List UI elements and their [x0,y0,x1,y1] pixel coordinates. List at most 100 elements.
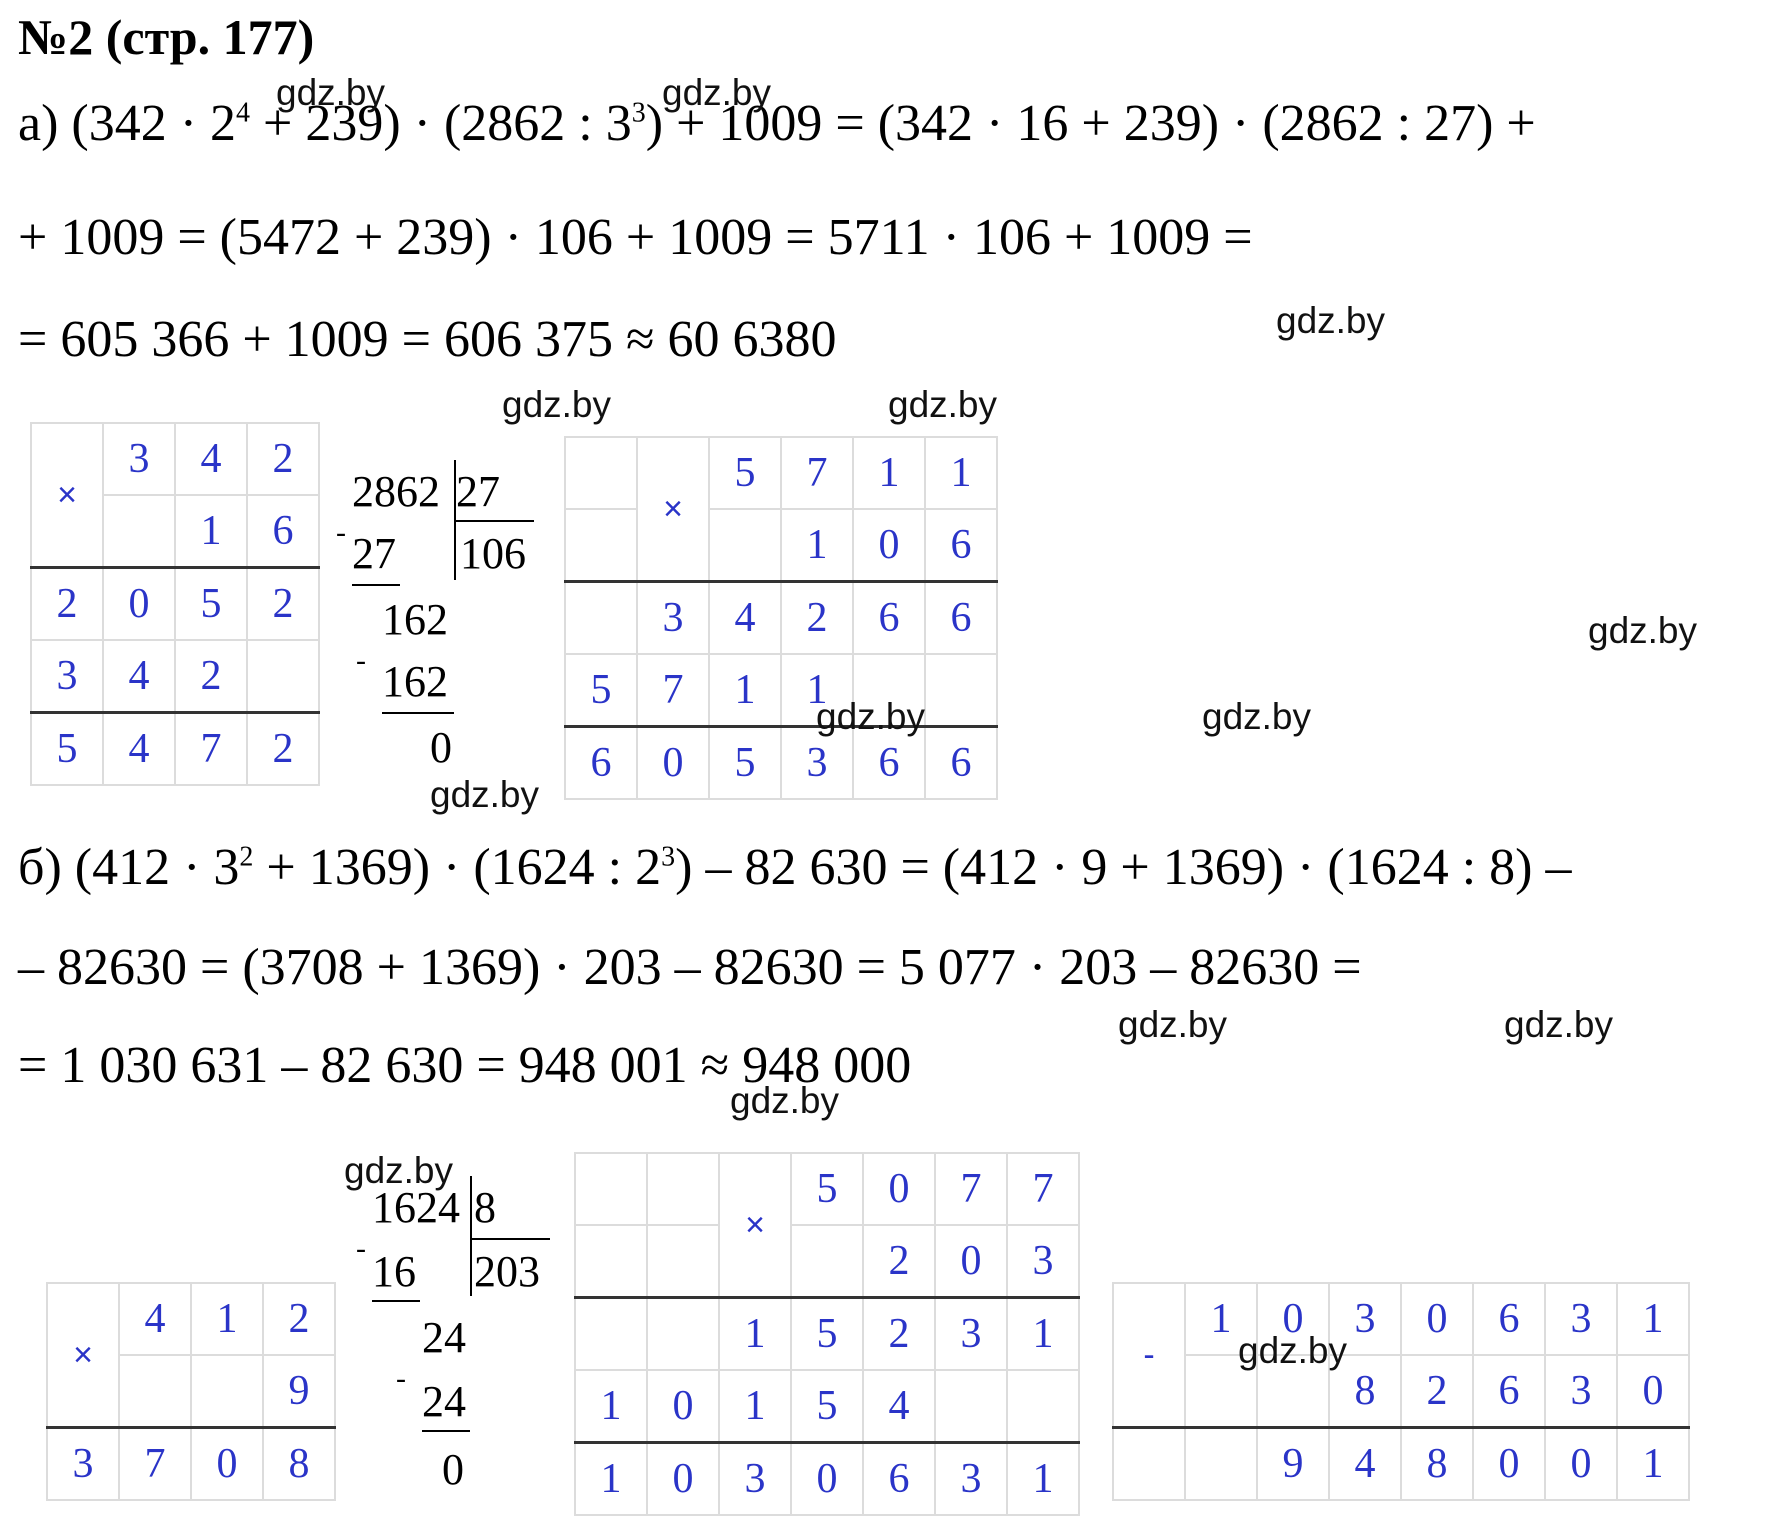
digit-cell: 5 [790,1296,864,1371]
watermark: gdz.by [816,696,926,737]
digit-cell: 4 [174,422,248,496]
digit-cell: 1 [924,436,998,510]
digit-cell: 3 [1544,1282,1618,1356]
multiply-sign: × [46,1282,120,1429]
digit-cell: 3 [934,1296,1008,1371]
digit-cell: 1 [1616,1426,1690,1501]
part-b-multiplication-412x9: × 4 1 2 9 3 7 0 8 [46,1282,336,1501]
dividend: 1624 [372,1183,460,1232]
digit-cell [118,1354,192,1429]
part-b-long-division: 1624 8 203 - 16 24 - 24 0 [356,1176,576,1496]
watermark: gdz.by [344,1150,454,1191]
digit-cell: 0 [934,1224,1008,1299]
remainder-1: 162 [382,595,448,644]
multiply-sign: × [636,436,710,583]
minus-sign: - [396,1362,406,1395]
digit-cell: 3 [1544,1354,1618,1429]
digit-cell: 0 [790,1441,864,1516]
digit-cell: 1 [780,653,854,728]
digit-cell: 2 [862,1224,936,1299]
watermark: gdz.by [502,384,612,425]
digit-cell: 4 [862,1369,936,1444]
digit-cell [708,508,782,583]
subtrahend-2: 24 [422,1377,466,1426]
digit-cell: 5 [174,566,248,641]
digit-cell: 0 [1544,1426,1618,1501]
part-b-line-2: – 82630 = (3708 + 1369) · 203 – 82630 = … [18,939,1362,996]
digit-cell: 4 [102,711,176,786]
watermark: gdz.by [1504,1004,1614,1045]
digit-cell: 0 [636,725,710,800]
digit-cell: 1 [574,1441,648,1516]
digit-cell [646,1152,720,1226]
digit-cell: 5 [708,725,782,800]
digit-cell: 2 [30,566,104,641]
digit-cell: 5 [708,436,782,510]
digit-cell [246,639,320,714]
quotient: 203 [474,1247,540,1296]
subtrahend-2: 162 [382,657,448,706]
watermark: gdz.by [1588,610,1698,651]
watermark: gdz.by [1118,1004,1228,1045]
digit-cell: 6 [924,725,998,800]
digit-cell: 2 [246,711,320,786]
digit-cell: 6 [924,508,998,583]
digit-cell: 3 [718,1441,792,1516]
subtrahend-1: 16 [372,1247,416,1296]
digit-cell: 0 [190,1426,264,1501]
digit-cell: 0 [646,1441,720,1516]
watermark: gdz.by [1202,696,1312,737]
part-a-line-1: а) (342 · 24 + 239) · (2862 : 33) + 1009… [18,95,1536,152]
digit-cell: 4 [102,639,176,714]
digit-cell: 9 [1256,1426,1330,1501]
digit-cell [564,436,638,510]
digit-cell: 1 [718,1296,792,1371]
digit-cell: 1 [1184,1282,1258,1356]
part-a-line-2: + 1009 = (5472 + 239) · 106 + 1009 = 571… [18,209,1253,266]
part-a-long-division: 2862 27 106 - 27 162 - 162 0 [330,460,550,780]
digit-cell: 0 [102,566,176,641]
minus-sign: - [356,1232,366,1265]
multiply-sign: × [30,422,104,569]
digit-cell: 5 [30,711,104,786]
digit-cell: 4 [118,1282,192,1356]
digit-cell: 4 [1328,1426,1402,1501]
digit-cell: 9 [262,1354,336,1429]
digit-cell [564,580,638,655]
watermark: gdz.by [662,72,772,113]
minus-sign: - [1112,1282,1186,1429]
digit-cell [790,1224,864,1299]
digit-cell: 1 [174,494,248,569]
watermark: gdz.by [888,384,998,425]
digit-cell: 6 [1472,1282,1546,1356]
digit-cell: 1 [574,1369,648,1444]
dividend: 2862 [352,467,440,516]
page-title: №2 (стр. 177) [18,9,315,65]
digit-cell: 3 [636,580,710,655]
digit-cell: 1 [190,1282,264,1356]
digit-cell: 1 [1616,1282,1690,1356]
watermark: gdz.by [730,1080,840,1121]
digit-cell [1184,1354,1258,1429]
digit-cell: 2 [246,566,320,641]
digit-cell: 7 [780,436,854,510]
digit-cell: 0 [1616,1354,1690,1429]
digit-cell: 1 [780,508,854,583]
digit-cell: 7 [118,1426,192,1501]
part-b-line-3: = 1 030 631 – 82 630 = 948 001 ≈ 948 000 [18,1037,912,1094]
digit-cell: 7 [174,711,248,786]
minus-sign: - [356,644,366,677]
digit-cell: 3 [934,1441,1008,1516]
digit-cell: 6 [852,580,926,655]
part-a-multiplication-5711x106: × 5 7 1 1 1 0 6 3 4 2 6 6 5 7 1 1 6 0 5 … [564,436,998,800]
watermark: gdz.by [1276,300,1386,341]
multiply-sign: × [718,1152,792,1299]
digit-cell [574,1296,648,1371]
digit-cell [924,653,998,728]
digit-cell: 2 [1400,1354,1474,1429]
digit-cell: 3 [46,1426,120,1501]
minus-sign: - [336,516,346,549]
digit-cell: 2 [174,639,248,714]
digit-cell: 1 [1006,1441,1080,1516]
part-a-multiplication-342x16: × 3 4 2 1 6 2 0 5 2 3 4 2 5 4 7 2 [30,422,320,786]
